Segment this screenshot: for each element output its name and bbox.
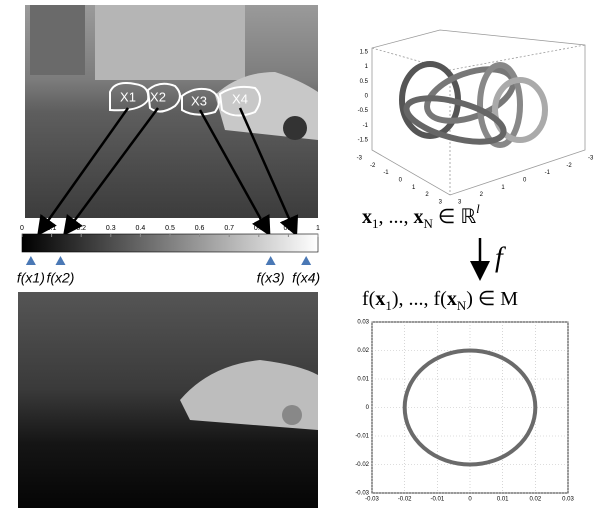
wheel <box>283 116 307 140</box>
formula-part: f( <box>362 288 376 310</box>
colorbar-tick-label: 0.2 <box>76 225 86 232</box>
formula-part: , ..., <box>379 206 414 228</box>
x-tick-label: -0.03 <box>365 497 379 503</box>
colorbar-tick-label: 0.1 <box>47 225 57 232</box>
tick-label-3d: -3 <box>357 156 363 162</box>
tick-label-3d: -3 <box>588 156 594 162</box>
colorbar-tick-label: 0.7 <box>224 225 234 232</box>
map-label: f <box>495 242 506 273</box>
plot-2d-frame <box>372 322 568 493</box>
colorbar-tick-label: 0.3 <box>106 225 116 232</box>
region-label: X1 <box>120 89 136 104</box>
tick-label-3d: 0 <box>399 178 403 184</box>
marker <box>301 256 311 265</box>
colorbar-tick-label: 0.6 <box>195 225 205 232</box>
tree <box>30 5 85 75</box>
tick-label-3d: -0.5 <box>358 108 369 114</box>
page: {"photo": {"regions": ["X1", "X2", "X3",… <box>0 0 597 510</box>
y-tick-label: 0.01 <box>357 377 369 383</box>
formula-part: x <box>375 288 385 310</box>
formula-part: l <box>476 201 480 216</box>
trajectory <box>402 59 545 150</box>
tick-label-3d: 0.5 <box>360 79 369 85</box>
marker-label: f(x3) <box>257 270 285 286</box>
y-tick-label: 0.02 <box>357 348 369 354</box>
formula-bottom: f(x1), ..., f(xN) ∈ M <box>362 288 518 314</box>
tick-label-3d: -2 <box>566 163 572 169</box>
colorbar-tick-label: 0.8 <box>254 225 264 232</box>
colorbar-tick-label: 0.5 <box>165 225 175 232</box>
depth-map <box>18 292 318 508</box>
y-tick-label: -0.02 <box>355 462 369 468</box>
x-tick-label: -0.02 <box>398 497 412 503</box>
tick-label-3d: 1 <box>412 185 416 191</box>
marker <box>26 256 36 265</box>
tick-label-3d: -1 <box>363 123 369 129</box>
tick-label-3d: 0 <box>365 94 369 100</box>
figure: x1, ..., xN ∈ ℝl f f(x1), ..., f(xN) ∈ M… <box>0 0 597 510</box>
y-tick-label: 0.03 <box>357 320 369 326</box>
tick-label-3d: 0 <box>523 178 527 184</box>
formula-part: ) ∈ M <box>466 288 518 310</box>
y-tick-label: 0 <box>366 405 370 411</box>
tick-label-3d: -1 <box>383 170 389 176</box>
x-tick-label: 0 <box>468 497 472 503</box>
marker-label: f(x4) <box>292 270 320 286</box>
x-tick-label: 0.01 <box>497 497 509 503</box>
tick-label-3d: -1 <box>545 170 551 176</box>
depth-wheel <box>282 405 302 425</box>
building <box>95 5 245 80</box>
tick-label-3d: 1.5 <box>360 50 369 56</box>
formula-part: x <box>362 206 372 228</box>
tick-label-3d: -2 <box>370 163 376 169</box>
formula-part: ), ..., f( <box>392 288 447 310</box>
loop <box>420 59 520 131</box>
marker <box>55 256 65 265</box>
colorbar-tick-label: 0 <box>20 225 24 232</box>
tick-label-3d: 2 <box>425 192 429 198</box>
tick-label-3d: 1 <box>365 64 369 70</box>
formula-part: x <box>447 288 457 310</box>
x-tick-label: 0.03 <box>562 497 574 503</box>
colorbar-tick-label: 1 <box>316 225 320 232</box>
region-label: X2 <box>150 89 166 104</box>
formula-part: ∈ ℝ <box>433 206 476 228</box>
marker-label: f(x2) <box>46 270 74 286</box>
colorbar-tick-label: 0.4 <box>136 225 146 232</box>
x-tick-label: -0.01 <box>430 497 444 503</box>
marker <box>266 256 276 265</box>
y-tick-label: -0.03 <box>355 491 369 497</box>
tick-label-3d: -1.5 <box>358 138 369 144</box>
region-label: X3 <box>191 93 207 108</box>
colorbar-tick-label: 0.9 <box>284 225 294 232</box>
tick-label-3d: 2 <box>480 192 484 198</box>
y-tick-label: -0.01 <box>355 434 369 440</box>
formula-top: x1, ..., xN ∈ ℝl <box>362 201 480 231</box>
region-label: X4 <box>232 91 248 106</box>
marker-label: f(x1) <box>17 270 45 286</box>
x-tick-label: 0.02 <box>529 497 541 503</box>
formula-part: x <box>414 206 424 228</box>
tick-label-3d: 1 <box>501 185 505 191</box>
